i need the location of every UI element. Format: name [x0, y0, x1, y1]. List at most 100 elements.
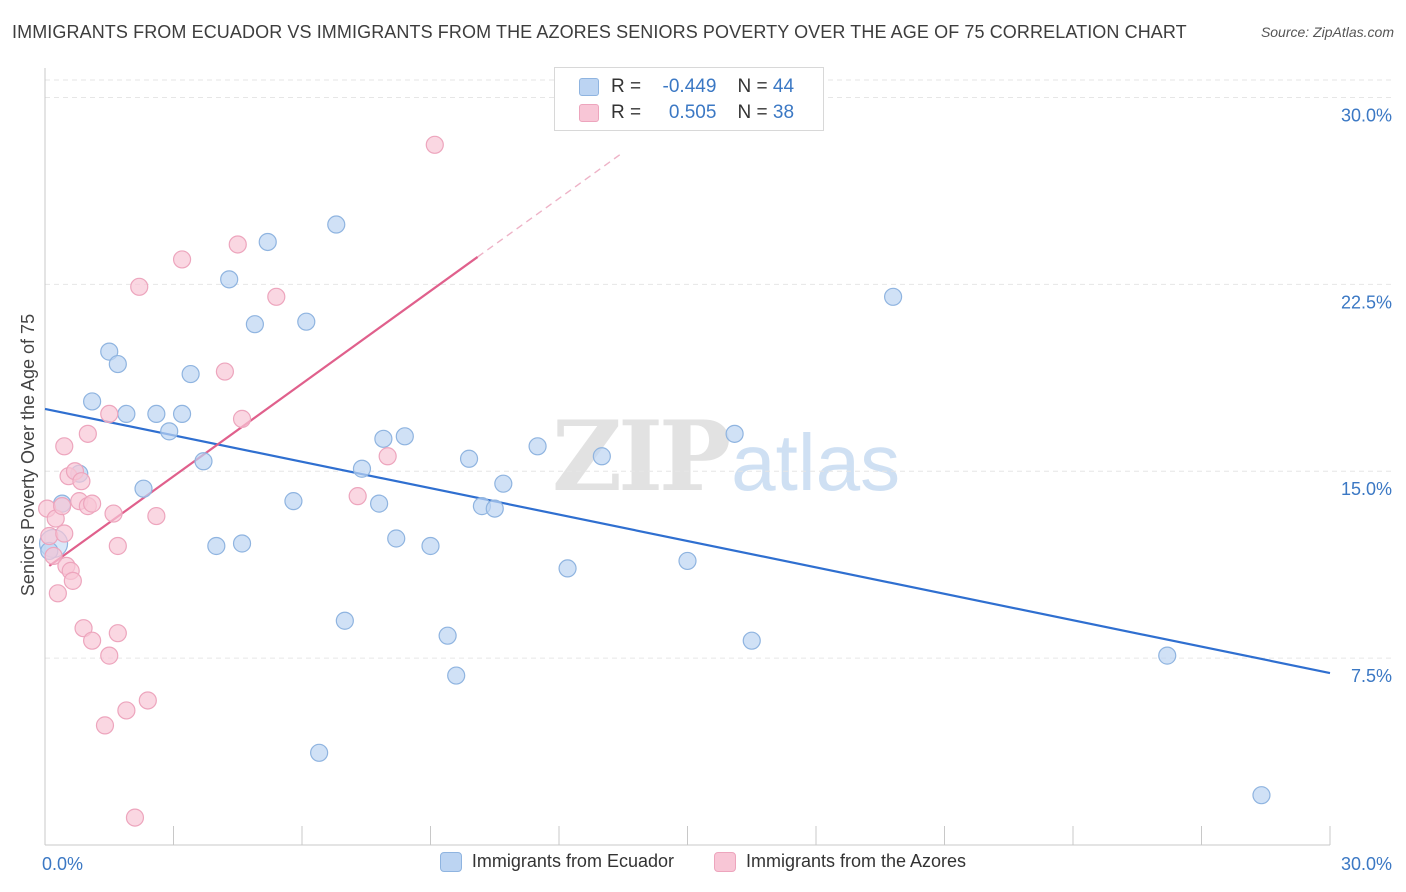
- ecuador-point: [438, 626, 457, 645]
- ecuador-point: [352, 459, 372, 478]
- azores-point: [117, 701, 136, 720]
- azores-point: [100, 404, 119, 424]
- ecuador-point: [194, 452, 213, 471]
- azores-point: [228, 235, 247, 254]
- ecuador-swatch: [439, 851, 462, 872]
- ecuador-point: [83, 392, 102, 411]
- ecuador-point: [327, 215, 346, 234]
- legend-row-ecuador: R = -0.449 N = 44: [579, 74, 794, 100]
- ecuador-point: [310, 743, 329, 762]
- azores-point: [172, 250, 192, 269]
- ecuador-point: [117, 404, 136, 424]
- source-credit: Source: ZipAtlas.com: [1260, 24, 1394, 40]
- azores-point: [232, 409, 252, 428]
- r-value: -0.449: [662, 76, 717, 97]
- ecuador-swatch: [579, 78, 599, 96]
- ecuador-point: [883, 287, 903, 306]
- ecuador-point: [421, 536, 440, 556]
- ecuador-point: [592, 447, 611, 466]
- ecuador-point: [160, 422, 179, 441]
- ecuador-point: [335, 611, 354, 630]
- ecuador-point: [172, 404, 192, 424]
- axes: [44, 68, 1331, 846]
- azores-point: [130, 277, 149, 296]
- ecuador-point: [387, 529, 406, 548]
- ecuador-point: [528, 437, 547, 456]
- azores-point: [55, 524, 74, 543]
- azores-point: [138, 691, 157, 710]
- r-value: 0.505: [668, 102, 717, 123]
- ecuador-point: [678, 551, 697, 571]
- azores-point: [425, 135, 444, 154]
- azores-point: [147, 506, 166, 526]
- x-tick-label: 30.0%: [1341, 854, 1392, 874]
- azores-swatch: [579, 104, 599, 122]
- azores-point: [108, 624, 127, 643]
- ecuador-point: [258, 232, 277, 252]
- ecuador-point: [245, 315, 264, 334]
- ecuador-point: [207, 536, 226, 556]
- ecuador-point: [494, 474, 513, 493]
- n-label: N =: [737, 76, 768, 97]
- ecuador-point: [558, 559, 577, 578]
- azores-point: [44, 546, 63, 566]
- n-label: N =: [737, 102, 768, 123]
- y-tick-label: 30.0%: [1341, 105, 1392, 125]
- y-tick-label: 22.5%: [1341, 292, 1392, 312]
- ecuador-point: [108, 354, 127, 374]
- azores-point: [48, 584, 67, 603]
- chart-title: IMMIGRANTS FROM ECUADOR VS IMMIGRANTS FR…: [12, 22, 1187, 42]
- ecuador-point: [181, 364, 200, 384]
- azores-point: [378, 447, 397, 466]
- y-tick-label: 7.5%: [1351, 666, 1392, 686]
- x-tick-label: 0.0%: [42, 854, 83, 874]
- ecuador-point: [232, 534, 252, 553]
- ecuador-point: [220, 270, 239, 289]
- ecuador-point: [284, 492, 303, 511]
- azores-point: [72, 472, 91, 491]
- azores-point: [83, 494, 102, 513]
- ecuador-point: [742, 631, 761, 650]
- azores-point: [95, 716, 115, 735]
- ecuador-point: [395, 427, 414, 446]
- n-value: 38: [772, 102, 795, 123]
- ecuador-point: [370, 494, 389, 513]
- ecuador-point: [447, 666, 466, 685]
- ecuador-point: [147, 404, 166, 424]
- legend-label-ecuador: Immigrants from Ecuador: [471, 851, 674, 871]
- azores-point: [74, 619, 93, 638]
- correlation-legend: R = -0.449 N = 44 R = 0.505 N = 38: [554, 67, 824, 131]
- ecuador-point: [100, 342, 119, 361]
- azores-point: [108, 536, 127, 556]
- r-label: R =: [611, 102, 642, 123]
- azores-point: [267, 287, 286, 306]
- azores-point: [215, 362, 234, 381]
- ecuador-point: [374, 429, 393, 448]
- y-tick-label: 15.0%: [1341, 479, 1392, 499]
- azores-point: [100, 646, 119, 665]
- azores-trend-extension: [477, 151, 624, 258]
- ecuador-point: [1158, 646, 1177, 665]
- ecuador-point: [725, 424, 744, 443]
- series-legend: Immigrants from Ecuador Immigrants from …: [0, 851, 1406, 872]
- ecuador-point: [459, 449, 479, 468]
- r-label: R =: [611, 76, 642, 97]
- azores-point: [83, 631, 102, 650]
- ecuador-point: [297, 312, 316, 331]
- azores-point: [104, 504, 123, 523]
- legend-item-azores: Immigrants from the Azores: [713, 851, 966, 872]
- ecuador-point: [1252, 786, 1271, 805]
- tick-labels: 7.5% 15.0% 22.5% 30.0% 0.0% 30.0%: [42, 105, 1392, 874]
- n-value: 44: [772, 76, 795, 97]
- legend-item-ecuador: Immigrants from Ecuador: [439, 851, 674, 872]
- ecuador-trend-line: [44, 407, 1331, 675]
- azores-swatch: [713, 851, 736, 872]
- y-axis-label: Seniors Poverty Over the Age of 75: [18, 314, 38, 596]
- ecuador-point: [134, 479, 153, 498]
- azores-point: [125, 808, 145, 827]
- azores-point: [78, 424, 97, 443]
- ecuador-point: [485, 499, 504, 518]
- grid-lines: [45, 79, 1392, 659]
- azores-point: [55, 437, 74, 456]
